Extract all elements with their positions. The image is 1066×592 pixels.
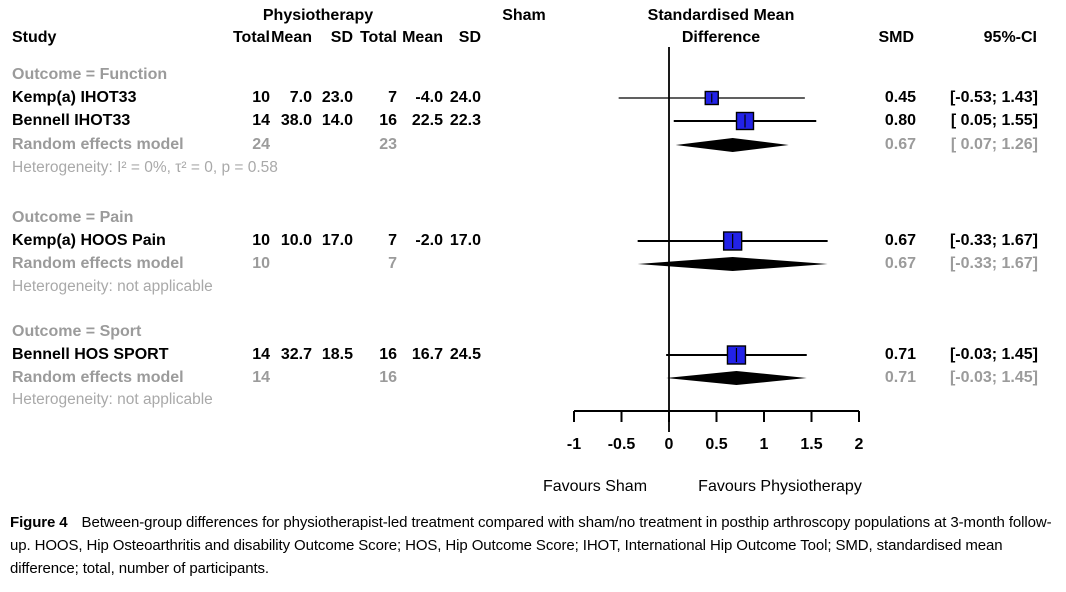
- physio-total-value: 14: [252, 112, 270, 129]
- figure-caption-text: Between-group differences for physiother…: [10, 514, 1052, 577]
- col-subheader-mean: Mean: [402, 29, 443, 46]
- col-subheader-total: Total: [359, 29, 397, 46]
- sham-mean-value: -2.0: [415, 232, 443, 249]
- figure-caption-label: Figure 4: [10, 514, 68, 531]
- sham-total-value: 16: [379, 346, 397, 363]
- x-tick-label: -1: [566, 436, 582, 453]
- heterogeneity-label: Heterogeneity: not applicable: [12, 391, 213, 408]
- x-tick-label: 0.5: [705, 436, 728, 453]
- favours-physiotherapy-label: Favours Physiotherapy: [698, 478, 862, 495]
- physio-total-value: 10: [252, 89, 270, 106]
- x-tick-label: 1.5: [800, 436, 823, 453]
- col-header-ci: 95%-CI: [983, 29, 1037, 46]
- ci-value: [-0.03; 1.45]: [949, 346, 1038, 363]
- col-subheader-mean: Mean: [271, 29, 312, 46]
- outcome-group-label: Outcome = Sport: [12, 323, 142, 340]
- sham-sd-value: 22.3: [449, 112, 481, 129]
- random-effects-sham-total: 16: [379, 369, 397, 386]
- random-effects-smd-value: 0.71: [884, 369, 916, 386]
- pooled-diamond: [675, 138, 789, 152]
- random-effects-ci-value: [-0.03; 1.45]: [949, 369, 1038, 386]
- physio-sd-value: 23.0: [321, 89, 353, 106]
- study-label: Kemp(a) IHOT33: [12, 89, 137, 106]
- study-label: Kemp(a) HOOS Pain: [12, 232, 166, 249]
- ci-value: [ 0.05; 1.55]: [950, 112, 1038, 129]
- col-header-effect-line1: Standardised Mean: [647, 7, 795, 24]
- study-label: Bennell HOS SPORT: [12, 346, 169, 363]
- ci-value: [-0.53; 1.43]: [949, 89, 1038, 106]
- sham-mean-value: 16.7: [411, 346, 443, 363]
- col-header-study: Study: [12, 29, 57, 46]
- favours-sham-label: Favours Sham: [542, 478, 648, 495]
- outcome-group-label: Outcome = Pain: [12, 209, 134, 226]
- sham-total-value: 7: [388, 89, 397, 106]
- heterogeneity-label: Heterogeneity: not applicable: [12, 278, 213, 295]
- sham-sd-value: 24.5: [449, 346, 481, 363]
- physio-mean-value: 32.7: [280, 346, 312, 363]
- study-label: Bennell IHOT33: [12, 112, 131, 129]
- smd-value: 0.45: [884, 89, 916, 106]
- col-header-physiotherapy: Physiotherapy: [262, 7, 374, 24]
- col-subheader-sd: SD: [458, 29, 481, 46]
- random-effects-physio-total: 10: [252, 255, 270, 272]
- random-effects-smd-value: 0.67: [884, 255, 916, 272]
- random-effects-ci-value: [-0.33; 1.67]: [949, 255, 1038, 272]
- outcome-group-label: Outcome = Function: [12, 66, 168, 83]
- physio-sd-value: 18.5: [321, 346, 353, 363]
- col-header-effect-line2: Difference: [681, 29, 761, 46]
- physio-sd-value: 17.0: [321, 232, 353, 249]
- sham-mean-value: -4.0: [415, 89, 443, 106]
- random-effects-physio-total: 24: [252, 136, 270, 153]
- random-effects-sham-total: 7: [388, 255, 397, 272]
- col-subheader-sd: SD: [330, 29, 353, 46]
- random-effects-label: Random effects model: [12, 369, 184, 386]
- x-tick-label: 1: [759, 436, 769, 453]
- col-subheader-total: Total: [232, 29, 270, 46]
- sham-total-value: 7: [388, 232, 397, 249]
- random-effects-smd-value: 0.67: [884, 136, 916, 153]
- physio-mean-value: 10.0: [280, 232, 312, 249]
- pooled-diamond: [666, 371, 807, 385]
- sham-sd-value: 17.0: [449, 232, 481, 249]
- physio-mean-value: 38.0: [280, 112, 312, 129]
- random-effects-sham-total: 23: [379, 136, 397, 153]
- col-header-smd: SMD: [878, 29, 914, 46]
- random-effects-ci-value: [ 0.07; 1.26]: [950, 136, 1038, 153]
- physio-mean-value: 7.0: [289, 89, 312, 106]
- smd-value: 0.71: [884, 346, 916, 363]
- random-effects-label: Random effects model: [12, 255, 184, 272]
- heterogeneity-label: Heterogeneity: I² = 0%, τ² = 0, p = 0.58: [12, 159, 278, 176]
- x-tick-label: -0.5: [607, 436, 636, 453]
- physio-total-value: 14: [252, 346, 270, 363]
- random-effects-physio-total: 14: [252, 369, 270, 386]
- x-tick-label: 0: [664, 436, 674, 453]
- physio-sd-value: 14.0: [321, 112, 353, 129]
- x-tick-label: 2: [854, 436, 864, 453]
- sham-mean-value: 22.5: [411, 112, 443, 129]
- col-header-effect: Standardised Mean Difference: [648, 5, 795, 49]
- sham-sd-value: 24.0: [449, 89, 481, 106]
- ci-value: [-0.33; 1.67]: [949, 232, 1038, 249]
- smd-value: 0.67: [884, 232, 916, 249]
- random-effects-label: Random effects model: [12, 136, 184, 153]
- pooled-diamond: [637, 257, 828, 271]
- sham-total-value: 16: [379, 112, 397, 129]
- col-header-sham: Sham: [502, 7, 546, 24]
- physio-total-value: 10: [252, 232, 270, 249]
- figure-caption: Figure 4 Between-group differences for ph…: [10, 511, 1058, 580]
- smd-value: 0.80: [884, 112, 916, 129]
